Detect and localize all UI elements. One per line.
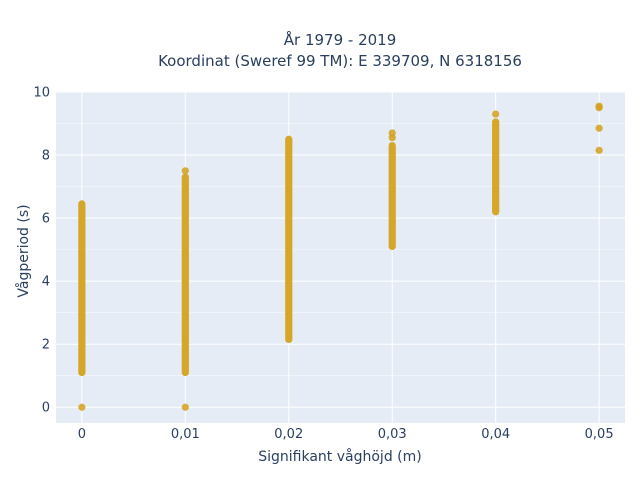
data-point: [78, 403, 86, 411]
x-tick-label: 0,02: [274, 427, 303, 442]
data-point: [388, 129, 396, 137]
x-axis-ticks: 0 0,01 0,02 0,03 0,04 0,05: [78, 427, 614, 442]
data-point: [181, 403, 189, 411]
chart-title-line-2: Koordinat (Sweref 99 TM): E 339709, N 63…: [158, 52, 522, 70]
y-tick-label: 0: [42, 401, 50, 416]
data-point-cluster: [388, 141, 396, 251]
data-point-cluster: [78, 200, 86, 377]
chart-title-line-1: År 1979 - 2019: [284, 30, 397, 49]
data-point: [492, 110, 500, 118]
y-tick-label: 4: [42, 275, 50, 290]
y-axis-title: Vågperiod (s): [15, 204, 32, 297]
x-tick-label: 0: [78, 427, 86, 442]
y-tick-label: 6: [42, 212, 50, 227]
x-tick-label: 0,03: [378, 427, 407, 442]
data-point: [181, 167, 189, 175]
y-axis-ticks: 0 2 4 6 8 10: [33, 86, 50, 416]
y-tick-label: 2: [42, 338, 50, 353]
y-tick-label: 8: [42, 149, 50, 164]
data-point: [595, 124, 603, 132]
data-point-cluster: [181, 173, 189, 377]
data-point: [595, 146, 603, 154]
plot-area: [56, 92, 625, 423]
x-axis-title: Signifikant våghöjd (m): [258, 448, 421, 465]
x-tick-label: 0,04: [481, 427, 510, 442]
x-tick-label: 0,01: [171, 427, 200, 442]
data-point-cluster: [492, 118, 500, 216]
data-point-cluster: [285, 135, 293, 344]
x-tick-label: 0,05: [585, 427, 614, 442]
y-tick-label: 10: [33, 86, 50, 101]
data-point: [595, 102, 603, 110]
data-series: [78, 102, 603, 411]
